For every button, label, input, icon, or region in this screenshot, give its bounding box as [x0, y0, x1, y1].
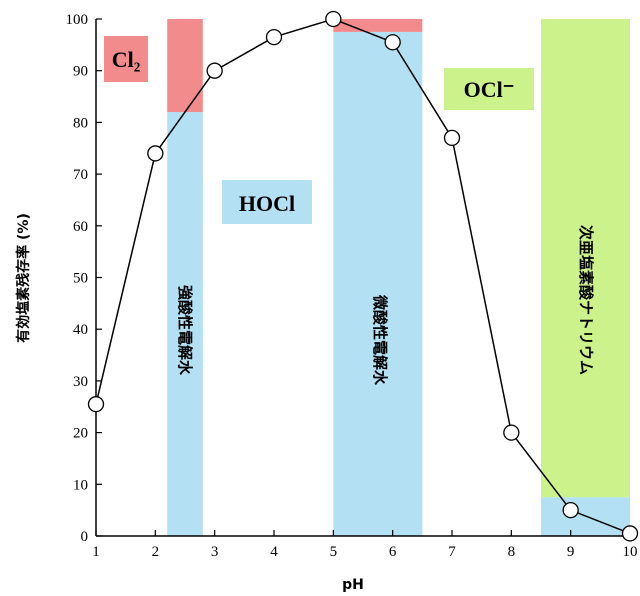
- data-point: [443, 129, 461, 147]
- x-tick-label: 5: [330, 544, 338, 560]
- x-tick-label: 7: [448, 544, 456, 560]
- data-series: [87, 10, 639, 542]
- region-label-1: 強酸性電解水: [176, 285, 194, 376]
- species-label-2-box: [222, 180, 312, 224]
- x-tick-label: 9: [567, 544, 575, 560]
- species-labels: Cl₂ HOCl OCl⁻: [104, 36, 534, 224]
- y-tick-label: 100: [66, 12, 89, 28]
- x-tick-label: 1: [92, 544, 100, 560]
- x-tick-label: 2: [152, 544, 160, 560]
- species-label-2: HOCl: [239, 191, 295, 216]
- axes: 0 10 20 30 40 50 60 70 80 90 100 1 2 3 4 5 6 7 8 9 10: [66, 12, 638, 560]
- data-point: [147, 145, 164, 162]
- y-tick-label: 60: [73, 219, 88, 235]
- region-2-upper-band: [333, 19, 423, 32]
- data-point: [325, 10, 342, 28]
- data-point: [621, 525, 639, 542]
- y-tick-label: 0: [81, 529, 89, 545]
- region-label-2: 微酸性電解水: [371, 294, 389, 386]
- x-tick-label: 4: [270, 544, 278, 560]
- data-point: [265, 28, 283, 46]
- region-labels: 強酸性電解水 微酸性電解水 次亜塩素酸ナトリウム: [176, 225, 595, 386]
- y-tick-label: 30: [73, 374, 88, 390]
- region-3-upper-band: [541, 19, 630, 498]
- y-tick-label: 50: [73, 271, 88, 287]
- y-tick-label: 90: [73, 64, 88, 80]
- region-label-3: 次亜塩素酸ナトリウム: [577, 225, 595, 375]
- x-tick-label: 3: [211, 544, 219, 560]
- y-tick-label: 80: [73, 115, 88, 131]
- data-point: [384, 34, 401, 51]
- x-tick-label: 6: [389, 544, 397, 560]
- species-label-3-box: [444, 68, 534, 110]
- x-tick-label: 8: [508, 544, 516, 560]
- species-label-1-box: [104, 36, 148, 82]
- region-1-upper-band: [167, 19, 203, 113]
- species-label-3: OCl⁻: [464, 77, 515, 102]
- shaded-regions: [167, 19, 630, 537]
- region-1-lower-band: [167, 112, 203, 536]
- y-axis-title: 有効塩素残存率 (%): [15, 213, 32, 343]
- x-axis-title: pH: [342, 577, 364, 593]
- species-label-1: Cl₂: [112, 47, 141, 72]
- y-tick-label: 70: [73, 167, 88, 183]
- region-2-lower-band: [333, 31, 423, 537]
- y-tick-label: 20: [73, 426, 88, 442]
- data-point: [562, 501, 579, 519]
- y-tick-label: 10: [73, 477, 88, 493]
- data-point: [87, 396, 105, 413]
- series-1-line: [95, 18, 631, 535]
- x-tick-label: 10: [623, 544, 638, 560]
- y-tick-label: 40: [73, 322, 88, 338]
- data-point: [206, 62, 223, 79]
- data-point: [503, 424, 520, 441]
